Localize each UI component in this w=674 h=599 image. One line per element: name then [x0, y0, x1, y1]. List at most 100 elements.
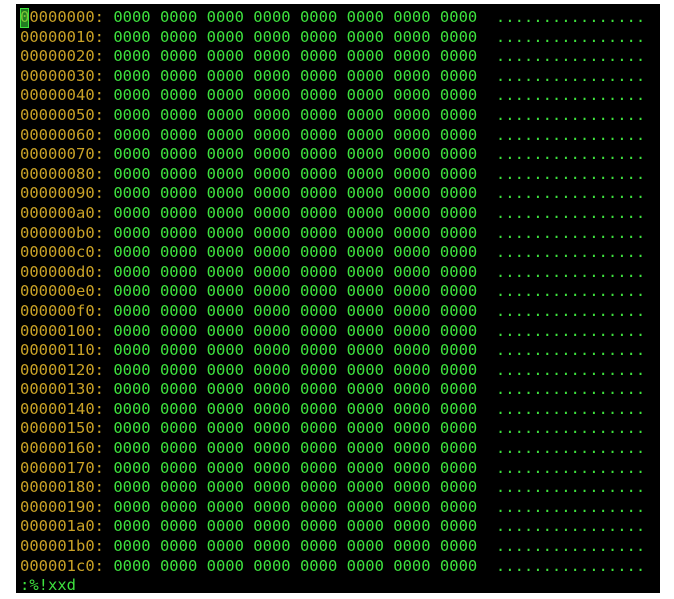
hex-row: 00000180: 0000 0000 0000 0000 0000 0000 0… — [16, 478, 660, 498]
ascii: ................ — [495, 341, 646, 360]
ascii: ................ — [495, 419, 646, 438]
hex-row: 000000a0: 0000 0000 0000 0000 0000 0000 0… — [16, 204, 660, 224]
hex-bytes: 0000 0000 0000 0000 0000 0000 0000 0000 — [113, 439, 478, 458]
ascii: ................ — [495, 458, 646, 477]
ascii: ................ — [495, 537, 646, 556]
ascii: ................ — [495, 203, 646, 222]
hex-row: 00000170: 0000 0000 0000 0000 0000 0000 0… — [16, 459, 660, 479]
hex-bytes: 0000 0000 0000 0000 0000 0000 0000 0000 — [113, 556, 478, 575]
offset: 00000070: — [20, 145, 104, 164]
hex-bytes: 0000 0000 0000 0000 0000 0000 0000 0000 — [113, 282, 478, 301]
hex-bytes: 0000 0000 0000 0000 0000 0000 0000 0000 — [113, 27, 478, 46]
offset: 000000a0: — [20, 203, 104, 222]
offset: 00000120: — [20, 360, 104, 379]
hex-bytes: 0000 0000 0000 0000 0000 0000 0000 0000 — [113, 125, 478, 144]
offset: 00000160: — [20, 439, 104, 458]
hex-row: 00000160: 0000 0000 0000 0000 0000 0000 0… — [16, 439, 660, 459]
hex-row: 00000070: 0000 0000 0000 0000 0000 0000 0… — [16, 145, 660, 165]
hex-bytes: 0000 0000 0000 0000 0000 0000 0000 0000 — [113, 243, 478, 262]
hex-bytes: 0000 0000 0000 0000 0000 0000 0000 0000 — [113, 145, 478, 164]
hex-bytes: 0000 0000 0000 0000 0000 0000 0000 0000 — [113, 517, 478, 536]
hex-row: 00000140: 0000 0000 0000 0000 0000 0000 0… — [16, 400, 660, 420]
ascii: ................ — [495, 8, 646, 26]
hex-row: 00000020: 0000 0000 0000 0000 0000 0000 0… — [16, 47, 660, 67]
offset: 000000d0: — [20, 262, 104, 281]
hex-row: 000000c0: 0000 0000 0000 0000 0000 0000 0… — [16, 243, 660, 263]
hex-bytes: 0000 0000 0000 0000 0000 0000 0000 0000 — [113, 399, 478, 418]
hex-row: 00000050: 0000 0000 0000 0000 0000 0000 0… — [16, 106, 660, 126]
hex-row: 00000110: 0000 0000 0000 0000 0000 0000 0… — [16, 341, 660, 361]
hex-row: 00000060: 0000 0000 0000 0000 0000 0000 0… — [16, 126, 660, 146]
hex-bytes: 0000 0000 0000 0000 0000 0000 0000 0000 — [113, 301, 478, 320]
ascii: ................ — [495, 47, 646, 66]
offset: 00000180: — [20, 478, 104, 497]
hex-bytes: 0000 0000 0000 0000 0000 0000 0000 0000 — [113, 223, 478, 242]
hex-row: 00000040: 0000 0000 0000 0000 0000 0000 0… — [16, 86, 660, 106]
offset: 00000140: — [20, 399, 104, 418]
command-line[interactable]: :%!xxd — [16, 576, 660, 593]
ascii: ................ — [495, 223, 646, 242]
hex-row: 000000b0: 0000 0000 0000 0000 0000 0000 0… — [16, 224, 660, 244]
offset: 00000040: — [20, 86, 104, 105]
offset: 00000020: — [20, 47, 104, 66]
hex-row: 000001b0: 0000 0000 0000 0000 0000 0000 0… — [16, 537, 660, 557]
ascii: ................ — [495, 105, 646, 124]
hex-bytes: 0000 0000 0000 0000 0000 0000 0000 0000 — [113, 8, 478, 26]
hex-row: 000001a0: 0000 0000 0000 0000 0000 0000 0… — [16, 517, 660, 537]
offset: 000001b0: — [20, 537, 104, 556]
hex-bytes: 0000 0000 0000 0000 0000 0000 0000 0000 — [113, 164, 478, 183]
hex-bytes: 0000 0000 0000 0000 0000 0000 0000 0000 — [113, 262, 478, 281]
hex-row: 000001c0: 0000 0000 0000 0000 0000 0000 0… — [16, 557, 660, 577]
ascii: ................ — [495, 184, 646, 203]
ascii: ................ — [495, 125, 646, 144]
hex-row: 00000000: 0000 0000 0000 0000 0000 0000 0… — [16, 8, 660, 28]
hex-row: 00000130: 0000 0000 0000 0000 0000 0000 0… — [16, 380, 660, 400]
ascii: ................ — [495, 360, 646, 379]
hex-bytes: 0000 0000 0000 0000 0000 0000 0000 0000 — [113, 419, 478, 438]
hex-bytes: 0000 0000 0000 0000 0000 0000 0000 0000 — [113, 47, 478, 66]
hex-row: 00000090: 0000 0000 0000 0000 0000 0000 0… — [16, 184, 660, 204]
offset: 00000100: — [20, 321, 104, 340]
ascii: ................ — [495, 556, 646, 575]
hex-bytes: 0000 0000 0000 0000 0000 0000 0000 0000 — [113, 458, 478, 477]
ascii: ................ — [495, 27, 646, 46]
hex-bytes: 0000 0000 0000 0000 0000 0000 0000 0000 — [113, 184, 478, 203]
ascii: ................ — [495, 145, 646, 164]
hex-bytes: 0000 0000 0000 0000 0000 0000 0000 0000 — [113, 321, 478, 340]
ascii: ................ — [495, 380, 646, 399]
offset: 000000e0: — [20, 282, 104, 301]
ascii: ................ — [495, 262, 646, 281]
hex-row: 00000080: 0000 0000 0000 0000 0000 0000 0… — [16, 165, 660, 185]
hex-row: 000000f0: 0000 0000 0000 0000 0000 0000 0… — [16, 302, 660, 322]
ascii: ................ — [495, 321, 646, 340]
hex-bytes: 0000 0000 0000 0000 0000 0000 0000 0000 — [113, 203, 478, 222]
hex-row: 00000100: 0000 0000 0000 0000 0000 0000 0… — [16, 322, 660, 342]
ascii: ................ — [495, 86, 646, 105]
cursor — [20, 8, 30, 28]
offset: 000000b0: — [20, 223, 104, 242]
hex-row: 00000030: 0000 0000 0000 0000 0000 0000 0… — [16, 67, 660, 87]
hex-bytes: 0000 0000 0000 0000 0000 0000 0000 0000 — [113, 360, 478, 379]
offset: 00000010: — [20, 27, 104, 46]
ascii: ................ — [495, 439, 646, 458]
offset: 00000130: — [20, 380, 104, 399]
ascii: ................ — [495, 243, 646, 262]
hex-bytes: 0000 0000 0000 0000 0000 0000 0000 0000 — [113, 478, 478, 497]
offset: 00000150: — [20, 419, 104, 438]
hex-bytes: 0000 0000 0000 0000 0000 0000 0000 0000 — [113, 66, 478, 85]
ascii: ................ — [495, 399, 646, 418]
offset: 000001a0: — [20, 517, 104, 536]
offset: 00000090: — [20, 184, 104, 203]
hex-bytes: 0000 0000 0000 0000 0000 0000 0000 0000 — [113, 341, 478, 360]
hex-row: 00000150: 0000 0000 0000 0000 0000 0000 0… — [16, 419, 660, 439]
offset: 000001c0: — [20, 556, 104, 575]
offset: 00000050: — [20, 105, 104, 124]
hex-bytes: 0000 0000 0000 0000 0000 0000 0000 0000 — [113, 497, 478, 516]
offset: 00000110: — [20, 341, 104, 360]
offset: 00000080: — [20, 164, 104, 183]
offset: 00000190: — [20, 497, 104, 516]
ascii: ................ — [495, 301, 646, 320]
ascii: ................ — [495, 282, 646, 301]
ascii: ................ — [495, 164, 646, 183]
